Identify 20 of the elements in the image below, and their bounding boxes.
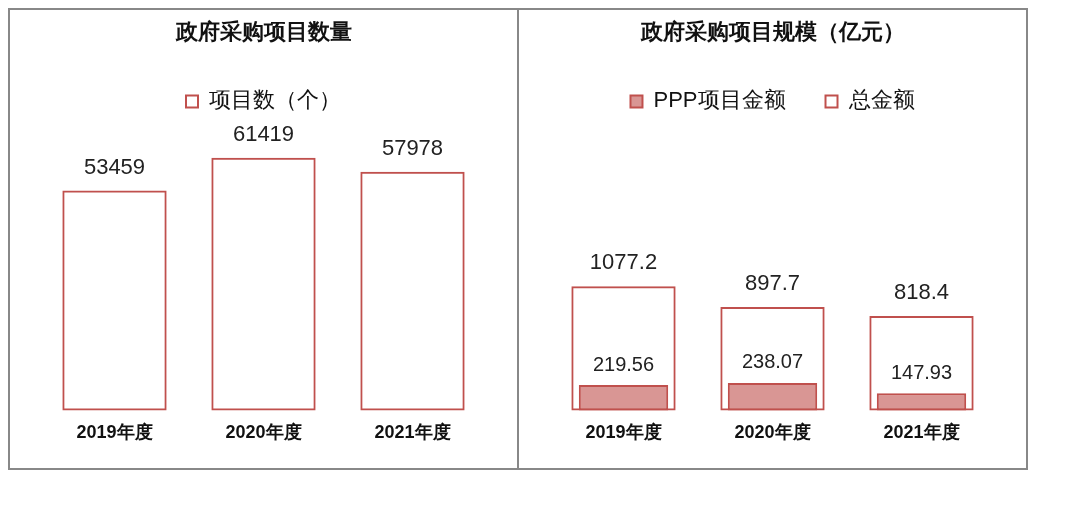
- x-tick-label: 2021年度: [883, 422, 960, 443]
- legend-label: 项目数（个）: [209, 87, 341, 113]
- x-tick-label: 2020年度: [734, 422, 811, 443]
- x-tick-label: 2020年度: [225, 422, 302, 443]
- legend-label: PPP项目金额: [653, 87, 786, 113]
- data-label: 61419: [232, 120, 295, 146]
- data-label: 57978: [381, 134, 444, 160]
- data-label: 238.07: [741, 350, 804, 373]
- data-label: 1077.2: [589, 249, 658, 275]
- x-tick-label: 2021年度: [374, 422, 451, 443]
- data-label: 53459: [83, 153, 146, 179]
- x-tick-label: 2019年度: [76, 422, 153, 443]
- data-label: 147.93: [890, 360, 953, 383]
- x-tick-label: 2019年度: [585, 422, 662, 443]
- chart-title: 政府采购项目规模（亿元）: [639, 19, 905, 45]
- chart-title: 政府采购项目数量: [174, 19, 352, 45]
- data-label: 818.4: [893, 279, 950, 305]
- legend-label: 总金额: [847, 87, 915, 113]
- data-label: 897.7: [744, 270, 801, 296]
- data-label: 219.56: [592, 352, 655, 375]
